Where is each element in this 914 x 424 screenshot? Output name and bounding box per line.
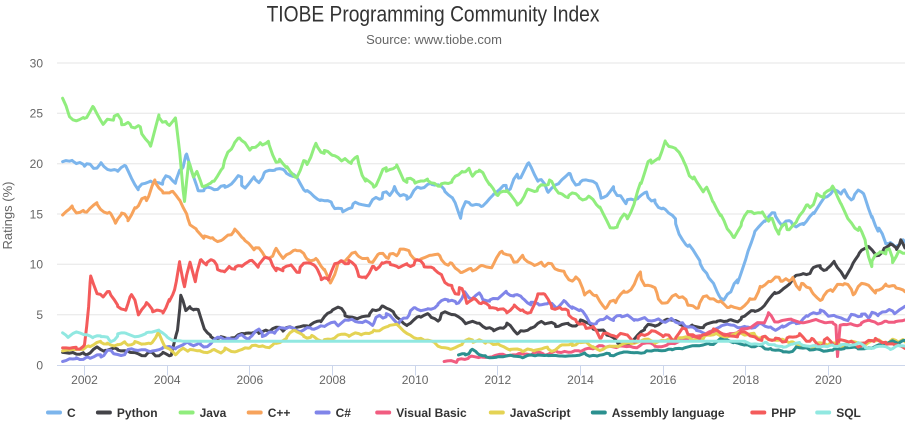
svg-text:2016: 2016 — [650, 373, 677, 387]
svg-text:2004: 2004 — [154, 373, 181, 387]
svg-text:C#: C# — [336, 406, 352, 420]
svg-text:2020: 2020 — [815, 373, 842, 387]
svg-text:C++: C++ — [268, 406, 291, 420]
svg-text:Ratings (%): Ratings (%) — [0, 182, 15, 250]
svg-text:30: 30 — [30, 56, 44, 70]
svg-text:Python: Python — [117, 406, 158, 420]
svg-text:2002: 2002 — [71, 373, 98, 387]
svg-text:15: 15 — [30, 207, 44, 221]
svg-text:Java: Java — [200, 406, 227, 420]
svg-text:Source: www.tiobe.com: Source: www.tiobe.com — [366, 32, 502, 47]
svg-text:Visual Basic: Visual Basic — [396, 406, 467, 420]
svg-text:2006: 2006 — [236, 373, 263, 387]
svg-text:C: C — [67, 406, 76, 420]
svg-text:JavaScript: JavaScript — [510, 406, 571, 420]
svg-text:2010: 2010 — [402, 373, 429, 387]
svg-text:5: 5 — [36, 308, 43, 322]
svg-text:2018: 2018 — [732, 373, 759, 387]
svg-text:2014: 2014 — [567, 373, 594, 387]
svg-text:20: 20 — [30, 157, 44, 171]
svg-text:0: 0 — [36, 358, 43, 372]
svg-text:10: 10 — [30, 258, 44, 272]
svg-text:SQL: SQL — [836, 406, 861, 420]
svg-text:PHP: PHP — [771, 406, 796, 420]
svg-text:Assembly language: Assembly language — [612, 406, 725, 420]
svg-text:2008: 2008 — [319, 373, 346, 387]
svg-text:2012: 2012 — [484, 373, 511, 387]
svg-text:25: 25 — [30, 107, 44, 121]
svg-text:TIOBE Programming Community In: TIOBE Programming Community Index — [267, 3, 600, 28]
